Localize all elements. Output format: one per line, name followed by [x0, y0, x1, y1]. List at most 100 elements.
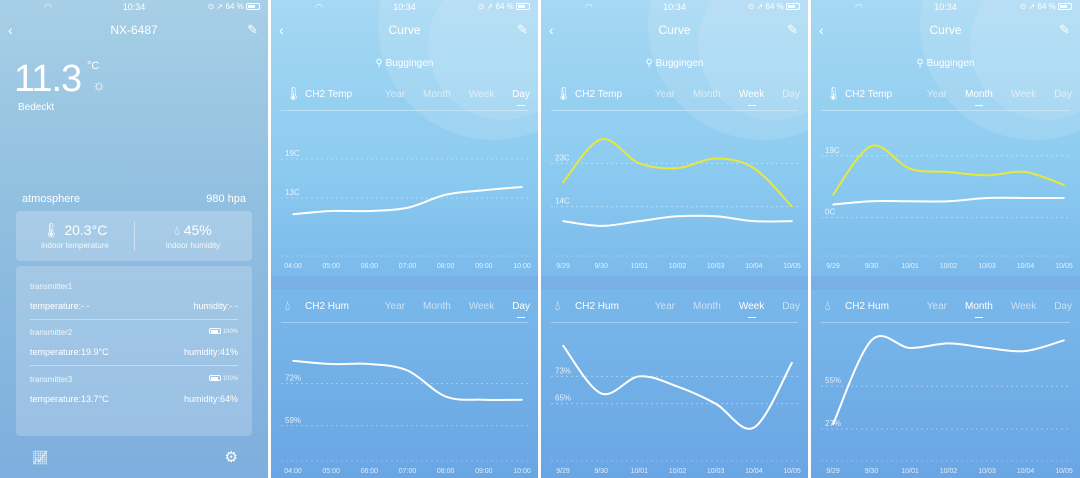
tab-week[interactable]: Week [1010, 89, 1037, 100]
back-icon[interactable]: ‹ [279, 22, 284, 38]
page-title: Curve [388, 23, 421, 37]
x-tick-label: 10/05 [783, 468, 801, 475]
tab-week[interactable]: Week [738, 301, 765, 318]
tab-month[interactable]: Month [423, 301, 451, 312]
temperature-unit: °C [87, 60, 100, 72]
x-tick-label: 10/02 [940, 263, 958, 270]
y-tick-label: 23C [555, 153, 570, 162]
chart-area: 23C 14C 9/29 9/30 10/01 10/02 10/03 10/04 10/05 7… [551, 138, 801, 475]
status-time: 10:34 [663, 2, 686, 12]
location-pin-icon: ⚲ [375, 58, 386, 69]
section-label: CH2 Temp [845, 89, 893, 100]
tab-day[interactable]: Day [1054, 301, 1072, 312]
atmosphere-value: 980 hpa [206, 193, 246, 205]
back-icon[interactable]: ‹ [819, 22, 824, 38]
data-point [1063, 197, 1065, 199]
edit-icon[interactable]: ✎ [517, 22, 528, 37]
tab-week[interactable]: Week [738, 89, 765, 106]
back-icon[interactable]: ‹ [549, 22, 554, 38]
tab-week[interactable]: Week [468, 89, 495, 100]
indoor-temp-value: 20.3°C [64, 222, 108, 238]
transmitter-name: transmitter1 [30, 282, 73, 291]
edit-icon[interactable]: ✎ [247, 22, 258, 37]
section-band [541, 276, 808, 290]
transmitter-temperature: temperature:19.9°C [30, 347, 109, 357]
data-point [406, 369, 409, 372]
tab-year[interactable]: Year [926, 301, 948, 312]
x-tick-label: 9/29 [826, 468, 840, 475]
transmitter-item[interactable]: transmitter1 temperature:- - humidity:- … [30, 282, 238, 320]
tab-day[interactable]: Day [512, 301, 530, 318]
transmitter-name: transmitter2 [30, 328, 73, 337]
tab-day[interactable]: Day [782, 89, 800, 100]
x-tick-label: 10:00 [513, 263, 531, 270]
data-point [832, 193, 834, 196]
indoor-hum-value: 45% [183, 222, 212, 238]
edit-icon[interactable]: ✎ [787, 22, 798, 37]
x-tick-label: 10/05 [1055, 263, 1073, 270]
tab-year[interactable]: Year [384, 301, 406, 312]
data-point [791, 361, 793, 364]
tab-day[interactable]: Day [1054, 89, 1072, 100]
data-point [600, 138, 602, 141]
data-point [330, 210, 332, 212]
indoor-hum-block: 💧︎ 45% indoor humidity [134, 211, 252, 261]
data-point [947, 200, 950, 203]
tab-year[interactable]: Year [654, 89, 676, 100]
tab-month[interactable]: Month [423, 89, 451, 100]
data-point [909, 347, 911, 349]
x-tick-label: 9/29 [556, 263, 570, 270]
x-tick-label: 10/03 [707, 468, 725, 475]
data-point [562, 220, 564, 222]
data-point [483, 398, 485, 401]
gear-icon[interactable]: ⚙ [224, 449, 238, 466]
data-point [562, 344, 564, 347]
section-label: CH2 Temp [305, 89, 353, 100]
y-tick-label: 13C [285, 188, 300, 197]
tab-year[interactable]: Year [654, 301, 676, 312]
curve-screen-day: ◠ 10:34 ⊙ ➚ 64 % ‹ Curve ✎ ⚲ Buggingen 19C 13C 0… [271, 0, 538, 478]
indoor-hum-label: indoor humidity [165, 241, 221, 250]
tab-month[interactable]: Month [693, 301, 721, 312]
status-right: ⊙ ➚ 64 % [748, 2, 800, 11]
x-tick-label: 10/03 [978, 468, 996, 475]
tab-month[interactable]: Month [965, 89, 993, 106]
data-point [600, 392, 602, 395]
x-tick-label: 08:00 [437, 263, 455, 270]
transmitter-item[interactable]: transmitter2 100% temperature:19.9°C hum… [30, 328, 238, 366]
data-point [330, 363, 332, 365]
data-point [986, 197, 988, 199]
transmitter-item[interactable]: transmitter3 100% temperature:13.7°C hum… [30, 375, 238, 406]
y-tick-label: 65% [555, 394, 571, 403]
chart-icon[interactable]: 📈︎ [32, 450, 49, 465]
tab-day[interactable]: Day [512, 89, 530, 106]
edit-icon[interactable]: ✎ [1059, 22, 1070, 37]
data-point [1024, 350, 1027, 352]
x-tick-label: 10/04 [745, 468, 763, 475]
y-tick-label: 14C [555, 197, 570, 206]
tab-day[interactable]: Day [782, 301, 800, 312]
tab-month[interactable]: Month [965, 301, 993, 318]
tab-year[interactable]: Year [384, 89, 406, 100]
page-title: Curve [929, 23, 962, 37]
back-icon[interactable]: ‹ [8, 22, 13, 38]
divider [30, 365, 238, 366]
thermometer-icon: 🌡︎ [285, 86, 302, 101]
tab-week[interactable]: Week [1010, 301, 1037, 312]
x-tick-label: 9/30 [865, 263, 879, 270]
sun-icon: ☼ [92, 77, 106, 94]
navbar: ‹ Curve ✎ [271, 20, 538, 42]
data-point [791, 205, 793, 208]
data-point [870, 339, 873, 342]
tab-month[interactable]: Month [693, 89, 721, 100]
atmosphere-label: atmosphere [22, 193, 81, 205]
data-point [870, 200, 873, 203]
transmitter-battery: 100% [208, 375, 238, 382]
data-point [1024, 197, 1027, 199]
data-point [638, 162, 641, 165]
location-pin-icon: ⚲ [645, 58, 656, 69]
tab-week[interactable]: Week [468, 301, 495, 312]
data-point [753, 426, 755, 429]
tab-year[interactable]: Year [926, 89, 948, 100]
status-bar: ◠ 10:34 ⊙ ➚ 64 % [541, 2, 808, 14]
